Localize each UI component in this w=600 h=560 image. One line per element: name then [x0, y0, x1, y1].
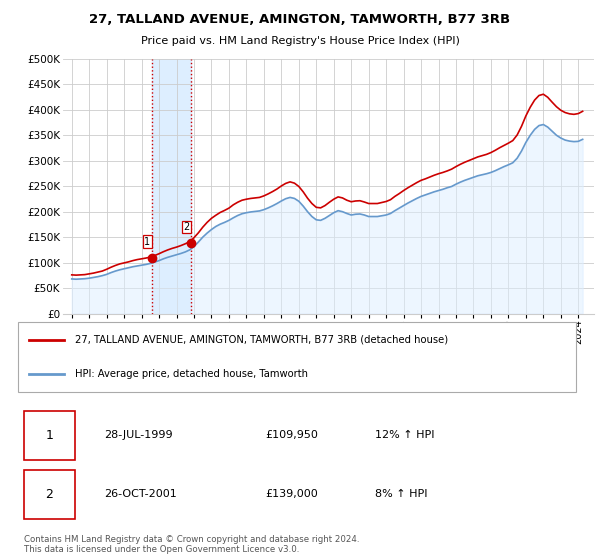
Text: 1: 1 — [46, 429, 53, 442]
Text: 2: 2 — [184, 222, 190, 232]
FancyBboxPatch shape — [18, 322, 577, 392]
Text: 26-OCT-2001: 26-OCT-2001 — [104, 489, 177, 500]
Text: 1: 1 — [144, 237, 150, 247]
FancyBboxPatch shape — [23, 411, 76, 460]
Text: Price paid vs. HM Land Registry's House Price Index (HPI): Price paid vs. HM Land Registry's House … — [140, 36, 460, 46]
Text: 2: 2 — [46, 488, 53, 501]
Text: £139,000: £139,000 — [265, 489, 318, 500]
Text: £109,950: £109,950 — [265, 430, 319, 440]
FancyBboxPatch shape — [23, 470, 76, 519]
Text: 8% ↑ HPI: 8% ↑ HPI — [375, 489, 427, 500]
Text: 27, TALLAND AVENUE, AMINGTON, TAMWORTH, B77 3RB (detached house): 27, TALLAND AVENUE, AMINGTON, TAMWORTH, … — [76, 335, 448, 344]
Text: Contains HM Land Registry data © Crown copyright and database right 2024.
This d: Contains HM Land Registry data © Crown c… — [23, 535, 359, 554]
Bar — [152, 59, 191, 314]
Text: 12% ↑ HPI: 12% ↑ HPI — [375, 430, 434, 440]
Text: HPI: Average price, detached house, Tamworth: HPI: Average price, detached house, Tamw… — [76, 370, 308, 379]
Text: 28-JUL-1999: 28-JUL-1999 — [104, 430, 173, 440]
Text: 27, TALLAND AVENUE, AMINGTON, TAMWORTH, B77 3RB: 27, TALLAND AVENUE, AMINGTON, TAMWORTH, … — [89, 13, 511, 26]
